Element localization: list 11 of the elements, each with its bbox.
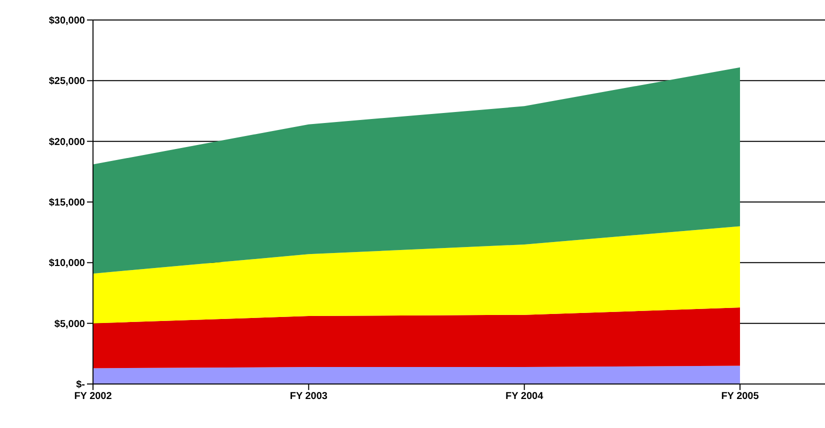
y-tick-label: $25,000: [48, 76, 86, 88]
y-tick-label: $20,000: [48, 136, 86, 148]
x-tick-label: FY 2003: [290, 391, 328, 402]
y-tick-label: $5,000: [54, 318, 86, 330]
x-tick-label: FY 2002: [74, 391, 112, 402]
y-tick-label: $10,000: [48, 258, 86, 270]
x-tick-label: FY 2005: [721, 391, 760, 402]
x-tick-label: FY 2004: [506, 391, 544, 402]
y-tick-label: $-: [76, 380, 85, 391]
y-tick-label: $15,000: [48, 198, 86, 209]
y-tick-label: $30,000: [48, 16, 86, 27]
